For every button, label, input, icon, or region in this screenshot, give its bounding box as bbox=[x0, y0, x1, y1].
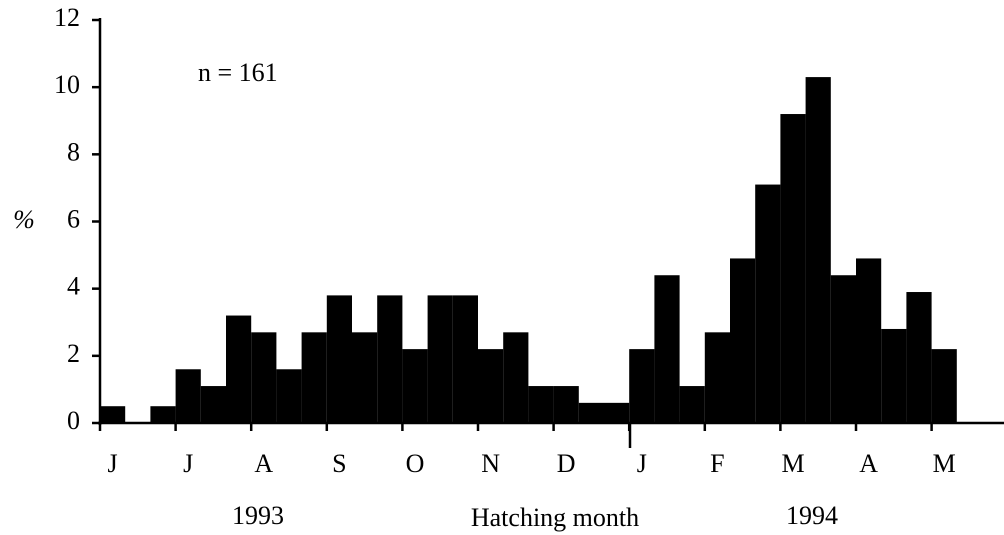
bar bbox=[755, 184, 781, 423]
x-tick-label: D bbox=[557, 449, 576, 478]
bar bbox=[226, 315, 252, 423]
bar bbox=[175, 369, 201, 423]
y-axis-label: % bbox=[13, 205, 35, 234]
x-tick-label: J bbox=[637, 449, 647, 478]
year-label: 1994 bbox=[786, 501, 838, 530]
bar bbox=[200, 386, 226, 423]
bar bbox=[503, 332, 529, 423]
bar bbox=[377, 295, 403, 423]
bar bbox=[629, 349, 655, 423]
bar bbox=[578, 402, 604, 423]
annotation: n = 161 bbox=[198, 58, 278, 87]
bar bbox=[100, 406, 126, 423]
y-tick-label: 10 bbox=[54, 70, 80, 99]
bar bbox=[301, 332, 327, 423]
bar bbox=[478, 349, 504, 423]
year-label: 1993 bbox=[232, 501, 284, 530]
bar bbox=[352, 332, 378, 423]
bar bbox=[679, 386, 705, 423]
bar bbox=[427, 295, 453, 423]
bar bbox=[730, 258, 756, 423]
bar bbox=[150, 406, 176, 423]
x-tick-label: M bbox=[933, 449, 956, 478]
x-tick-label: S bbox=[332, 449, 346, 478]
bar bbox=[402, 349, 428, 423]
bar bbox=[452, 295, 478, 423]
x-tick-label: F bbox=[710, 449, 724, 478]
x-tick-label: O bbox=[406, 449, 425, 478]
x-tick-label: M bbox=[781, 449, 804, 478]
x-axis-label: Hatching month bbox=[471, 503, 639, 532]
bar bbox=[881, 328, 907, 423]
bar bbox=[604, 402, 630, 423]
y-tick-label: 6 bbox=[67, 204, 80, 233]
bar bbox=[276, 369, 302, 423]
x-tick-label: A bbox=[859, 449, 878, 478]
bar bbox=[528, 386, 554, 423]
bar bbox=[654, 275, 680, 423]
bar bbox=[805, 77, 831, 423]
bar bbox=[326, 295, 352, 423]
bar bbox=[780, 114, 806, 424]
y-tick-label: 12 bbox=[54, 3, 80, 32]
y-tick-label: 2 bbox=[67, 339, 80, 368]
x-tick-label: J bbox=[183, 449, 193, 478]
bar bbox=[251, 332, 277, 423]
bar bbox=[906, 292, 932, 423]
bar bbox=[553, 386, 579, 423]
bar bbox=[856, 258, 882, 423]
bar bbox=[704, 332, 730, 423]
bar bbox=[830, 275, 856, 423]
x-tick-label: J bbox=[108, 449, 118, 478]
y-tick-label: 8 bbox=[67, 137, 80, 166]
y-tick-label: 4 bbox=[67, 272, 80, 301]
x-tick-label: A bbox=[254, 449, 273, 478]
bar bbox=[931, 349, 957, 423]
y-tick-label: 0 bbox=[67, 406, 80, 435]
x-tick-label: N bbox=[481, 449, 500, 478]
